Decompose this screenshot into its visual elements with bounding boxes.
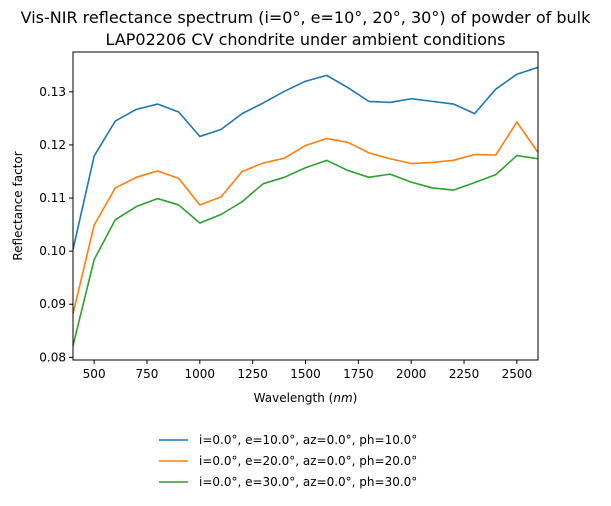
y-tick-label: 0.13 (39, 85, 66, 99)
plot-lines (72, 66, 539, 346)
legend-label-1: i=0.0°, e=10.0°, az=0.0°, ph=10.0° (199, 433, 417, 447)
chart-title-line-1: Vis-NIR reflectance spectrum (i=0°, e=10… (21, 8, 591, 27)
series-line-3 (72, 154, 539, 346)
y-axis: 0.08 0.09 0.10 0.11 0.12 0.13 (39, 85, 73, 364)
y-tick-label: 0.11 (39, 191, 66, 205)
series-line-2 (72, 121, 539, 314)
y-tick-label: 0.08 (39, 350, 66, 364)
x-tick-label: 1500 (290, 367, 321, 381)
y-axis-label: Reflectance factor (11, 151, 25, 260)
plot-frame (72, 51, 539, 361)
y-tick-label: 0.12 (39, 138, 66, 152)
x-axis-label: Wavelength (nm) (254, 391, 358, 405)
x-tick-label: 1750 (343, 367, 374, 381)
x-tick-label: 500 (83, 367, 106, 381)
x-axis-label-text: Wavelength ( (254, 391, 334, 405)
x-tick-label: 1000 (185, 367, 216, 381)
x-tick-label: 2000 (396, 367, 427, 381)
legend: i=0.0°, e=10.0°, az=0.0°, ph=10.0° i=0.0°… (159, 433, 417, 489)
x-axis-label-close: ) (353, 391, 358, 405)
x-tick-label: 2250 (449, 367, 480, 381)
y-tick-label: 0.10 (39, 244, 66, 258)
x-axis-label-unit: nm (333, 391, 352, 405)
series-line-1 (72, 66, 539, 250)
x-tick-label: 2500 (502, 367, 533, 381)
x-tick-label: 750 (136, 367, 159, 381)
x-tick-label: 1250 (237, 367, 268, 381)
x-axis: 500 750 1000 1250 1500 1750 2000 2250 2500 (83, 360, 532, 381)
legend-label-2: i=0.0°, e=20.0°, az=0.0°, ph=20.0° (199, 454, 417, 468)
y-tick-label: 0.09 (39, 297, 66, 311)
legend-label-3: i=0.0°, e=30.0°, az=0.0°, ph=30.0° (199, 475, 417, 489)
chart-title-line-2: LAP02206 CV chondrite under ambient cond… (106, 30, 506, 49)
